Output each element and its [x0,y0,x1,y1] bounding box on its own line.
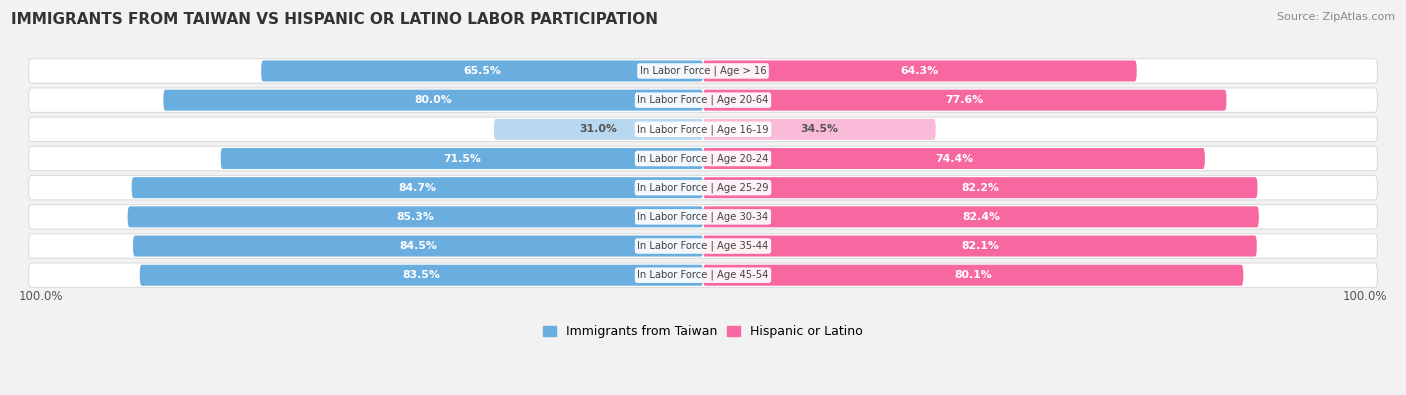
FancyBboxPatch shape [132,177,703,198]
FancyBboxPatch shape [703,148,1205,169]
Text: 65.5%: 65.5% [463,66,501,76]
FancyBboxPatch shape [28,146,1378,171]
Legend: Immigrants from Taiwan, Hispanic or Latino: Immigrants from Taiwan, Hispanic or Lati… [538,320,868,343]
Text: 64.3%: 64.3% [901,66,939,76]
Text: Source: ZipAtlas.com: Source: ZipAtlas.com [1277,12,1395,22]
Text: 80.0%: 80.0% [415,95,453,105]
Text: 83.5%: 83.5% [402,270,440,280]
FancyBboxPatch shape [28,234,1378,258]
Text: In Labor Force | Age 20-24: In Labor Force | Age 20-24 [637,153,769,164]
Text: 84.7%: 84.7% [398,182,436,193]
FancyBboxPatch shape [28,175,1378,200]
FancyBboxPatch shape [703,265,1243,286]
Text: IMMIGRANTS FROM TAIWAN VS HISPANIC OR LATINO LABOR PARTICIPATION: IMMIGRANTS FROM TAIWAN VS HISPANIC OR LA… [11,12,658,27]
FancyBboxPatch shape [703,60,1136,81]
FancyBboxPatch shape [703,206,1258,228]
Text: In Labor Force | Age 30-34: In Labor Force | Age 30-34 [637,212,769,222]
Text: In Labor Force | Age 45-54: In Labor Force | Age 45-54 [637,270,769,280]
FancyBboxPatch shape [703,119,936,140]
FancyBboxPatch shape [28,88,1378,113]
FancyBboxPatch shape [703,90,1226,111]
FancyBboxPatch shape [28,205,1378,229]
Text: 77.6%: 77.6% [946,95,984,105]
Text: 85.3%: 85.3% [396,212,434,222]
FancyBboxPatch shape [163,90,703,111]
Text: 82.2%: 82.2% [962,182,1000,193]
Text: In Labor Force | Age > 16: In Labor Force | Age > 16 [640,66,766,76]
Text: 31.0%: 31.0% [579,124,617,134]
FancyBboxPatch shape [134,235,703,256]
FancyBboxPatch shape [28,117,1378,141]
FancyBboxPatch shape [139,265,703,286]
Text: 34.5%: 34.5% [800,124,838,134]
FancyBboxPatch shape [221,148,703,169]
FancyBboxPatch shape [494,119,703,140]
Text: 74.4%: 74.4% [935,154,973,164]
FancyBboxPatch shape [28,263,1378,288]
Text: 100.0%: 100.0% [1343,290,1388,303]
Text: 84.5%: 84.5% [399,241,437,251]
FancyBboxPatch shape [703,235,1257,256]
Text: 100.0%: 100.0% [18,290,63,303]
Text: In Labor Force | Age 25-29: In Labor Force | Age 25-29 [637,182,769,193]
Text: 71.5%: 71.5% [443,154,481,164]
FancyBboxPatch shape [703,177,1257,198]
Text: In Labor Force | Age 16-19: In Labor Force | Age 16-19 [637,124,769,135]
Text: 82.1%: 82.1% [960,241,998,251]
Text: 80.1%: 80.1% [955,270,993,280]
Text: In Labor Force | Age 35-44: In Labor Force | Age 35-44 [637,241,769,251]
FancyBboxPatch shape [128,206,703,228]
Text: In Labor Force | Age 20-64: In Labor Force | Age 20-64 [637,95,769,105]
Text: 82.4%: 82.4% [962,212,1000,222]
FancyBboxPatch shape [28,59,1378,83]
FancyBboxPatch shape [262,60,703,81]
